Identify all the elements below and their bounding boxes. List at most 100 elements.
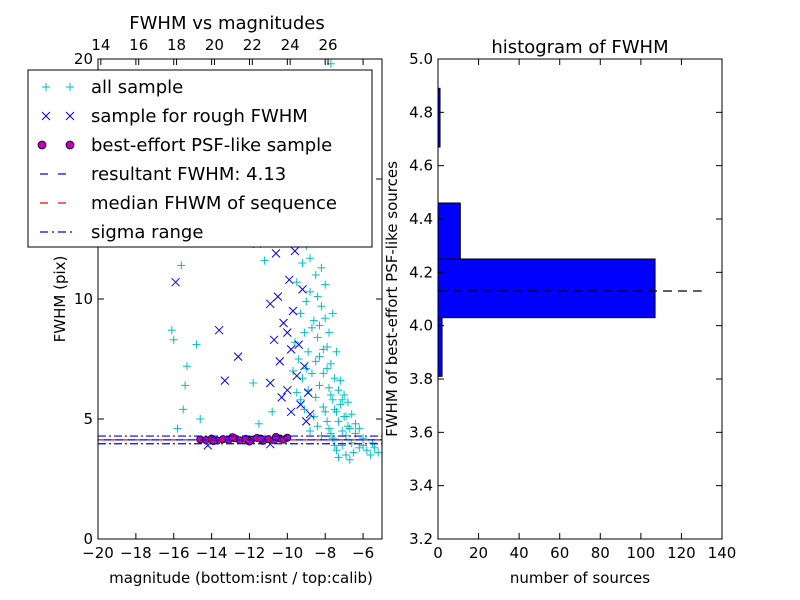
- all-sample-point: [338, 395, 347, 404]
- all-sample-point: [179, 405, 188, 414]
- x-tick-label: 0: [433, 544, 443, 562]
- rough-sample-point: [290, 246, 300, 256]
- x-tick-label: −8: [314, 544, 336, 562]
- all-sample-point: [336, 376, 345, 385]
- all-sample-point: [302, 297, 311, 306]
- all-sample-point: [342, 451, 351, 459]
- legend-label: median FHWM of sequence: [91, 193, 337, 214]
- x-tick-label: 40: [510, 544, 529, 562]
- top-tick-label: 16: [129, 36, 148, 54]
- all-sample-point: [260, 256, 269, 265]
- y-tick-label: 4.0: [409, 317, 433, 335]
- all-sample-point: [317, 263, 326, 272]
- all-sample-point: [313, 422, 322, 431]
- scatter-legend: all sample sample for rough FWHM best-effo…: [27, 69, 373, 248]
- legend-label: all sample: [91, 77, 183, 98]
- all-sample-point: [359, 441, 368, 450]
- all-sample-point: [332, 446, 341, 455]
- all-sample-point: [315, 352, 324, 361]
- top-tick-label: 14: [91, 36, 110, 54]
- x-tick-label: −14: [196, 544, 228, 562]
- x-tick-label: −16: [158, 544, 190, 562]
- histogram-y-ticks: 3.2 3.4 3.6 3.8 4.0 4.2 4.4 4.6 4.8 5.0: [409, 50, 722, 548]
- all-sample-point: [334, 453, 343, 462]
- legend-label: sigma range: [91, 222, 203, 243]
- top-tick-label: 20: [205, 36, 224, 54]
- y-tick-label: 20: [74, 50, 93, 68]
- y-tick-label: 4.8: [409, 103, 433, 121]
- rough-sample-point: [279, 318, 288, 328]
- all-sample-point: [300, 405, 309, 414]
- all-sample-point: [169, 335, 178, 344]
- all-sample-point: [315, 321, 324, 330]
- psf-sample-point: [228, 433, 237, 442]
- legend-label: sample for rough FWHM: [91, 106, 308, 127]
- scatter-y-label: FWHM (pix): [51, 256, 69, 343]
- all-sample-point: [330, 405, 339, 414]
- all-sample-point: [306, 427, 315, 435]
- all-sample-point: [326, 391, 335, 399]
- legend-circle-marker: [65, 140, 75, 150]
- histogram-bar: [437, 202, 461, 260]
- all-sample-point: [321, 407, 330, 416]
- y-tick-label: 3.6: [409, 423, 433, 441]
- rough-sample-point: [288, 306, 298, 316]
- all-sample-point: [307, 323, 316, 332]
- histogram-axes-frame: [437, 58, 723, 540]
- all-sample-point: [338, 441, 347, 450]
- y-tick-label: 4.4: [409, 210, 433, 228]
- all-sample-point: [334, 386, 343, 395]
- rough-sample-point: [233, 352, 243, 361]
- psf-sample-point: [271, 432, 280, 441]
- all-sample-point: [309, 316, 318, 325]
- x-tick-label: 80: [591, 544, 610, 562]
- all-sample-point: [332, 347, 341, 356]
- legend-item: best-effort PSF-like sample: [37, 135, 332, 156]
- histogram-bars: [437, 87, 656, 377]
- all-sample-point: [323, 364, 332, 373]
- rough-sample-point: [300, 361, 309, 371]
- legend-items: all sample sample for rough FWHM best-effo…: [37, 77, 337, 243]
- x-tick-label: 140: [708, 544, 737, 562]
- all-sample-point: [340, 391, 349, 399]
- x-tick-label: −10: [272, 544, 304, 562]
- all-sample-point: [321, 314, 330, 323]
- y-tick-label: 0: [83, 530, 93, 548]
- scatter-chart: FWHM vs magnitudes −20 −18 −16 −14 −12 −10 −8−…: [27, 13, 383, 587]
- top-tick-label: 24: [281, 36, 300, 54]
- all-sample-point: [311, 271, 320, 279]
- x-tick-label: 60: [550, 544, 569, 562]
- legend-x-marker: [41, 111, 51, 121]
- rough-sample-point: [284, 275, 294, 285]
- y-tick-label: 3.2: [409, 530, 433, 548]
- all-sample-point: [317, 302, 326, 311]
- all-sample-point: [330, 374, 339, 383]
- all-sample-point: [319, 345, 328, 354]
- all-sample-point: [254, 419, 263, 428]
- x-tick-label: 100: [627, 544, 656, 562]
- scatter-x-label: magnitude (bottom:isnt / top:calib): [109, 569, 373, 587]
- histogram-x-ticks: 0 20 40 60 80 100 120 140: [433, 59, 736, 562]
- psf-sample-point: [209, 437, 218, 446]
- all-sample-point: [296, 309, 305, 318]
- all-sample-point: [196, 415, 205, 423]
- rough-sample-point: [296, 400, 305, 409]
- scatter-marks: [167, 59, 383, 464]
- all-sample-point: [181, 381, 190, 390]
- legend-item: resultant FWHM: 4.13: [40, 164, 286, 185]
- legend-item: sigma range: [40, 222, 203, 243]
- all-sample-point: [323, 417, 332, 426]
- all-sample-point: [307, 369, 316, 378]
- scatter-top-x-ticks: 14 16 18 20 22 24 26: [91, 36, 338, 65]
- all-sample-point: [304, 347, 313, 356]
- rough-sample-point: [294, 340, 304, 349]
- legend-label: resultant FWHM: 4.13: [91, 164, 286, 185]
- histogram-x-label: number of sources: [510, 569, 650, 587]
- y-tick-label: 4.6: [409, 157, 433, 175]
- rough-sample-point: [305, 409, 315, 419]
- all-sample-point: [355, 424, 364, 433]
- x-tick-label: −18: [120, 544, 152, 562]
- all-sample-point: [324, 424, 333, 433]
- legend-label: best-effort PSF-like sample: [91, 135, 332, 156]
